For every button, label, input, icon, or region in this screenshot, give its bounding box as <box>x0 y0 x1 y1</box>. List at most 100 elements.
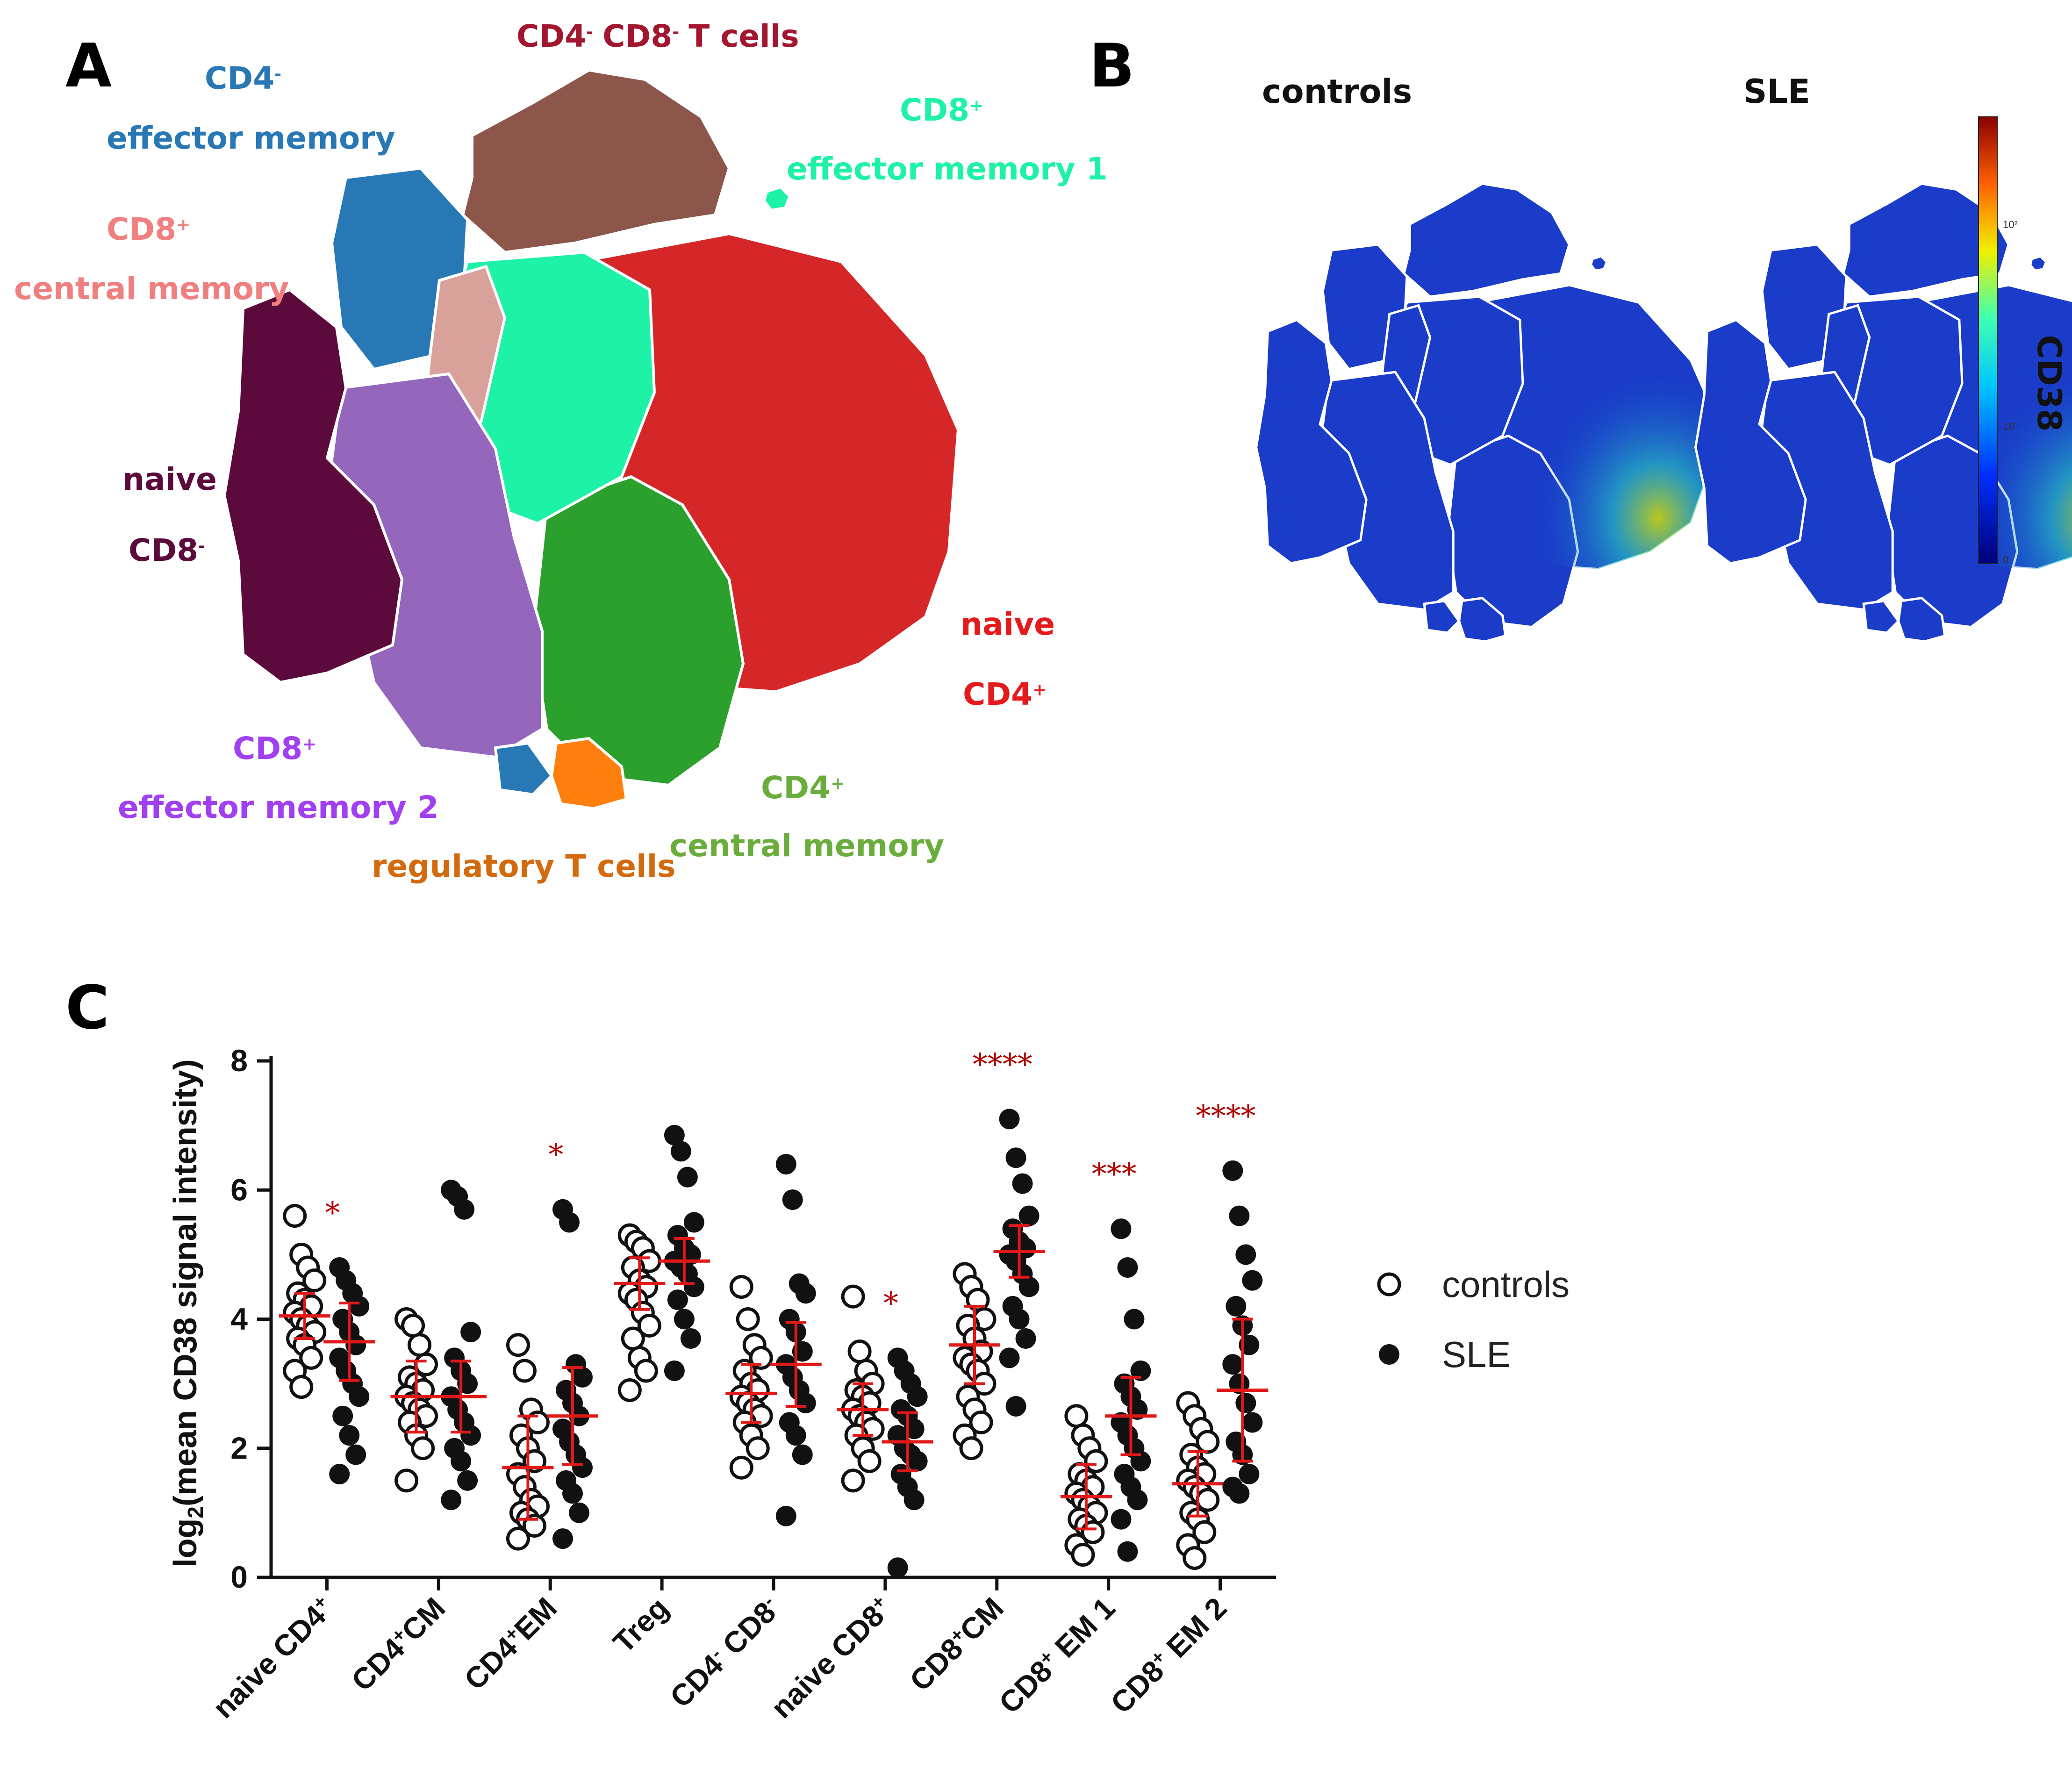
sle-point <box>569 1502 589 1523</box>
sle-point <box>552 1528 573 1549</box>
chart-marks: ************** <box>279 1047 1269 1578</box>
sle-point <box>907 1386 928 1407</box>
sle-point <box>562 1483 583 1504</box>
sle-point <box>1018 1205 1040 1226</box>
sle-point <box>999 1347 1020 1368</box>
sle-point <box>907 1451 928 1472</box>
controls-point <box>847 1339 872 1364</box>
sle-heat-em1-dot <box>2029 255 2048 272</box>
controls-point <box>401 1313 425 1338</box>
cluster-naive-cd8 <box>222 288 404 684</box>
label-cd8-em2-cd8: CD8 <box>233 730 302 766</box>
sle-point <box>339 1425 360 1446</box>
controls-heat-treg <box>1458 596 1507 643</box>
colorbar <box>1978 116 1998 564</box>
controls-point <box>617 1378 642 1402</box>
label-cd4-em-sup: - <box>274 64 281 84</box>
significance-marker: * <box>548 1138 563 1173</box>
label-cd8-em2-sup: + <box>302 735 316 754</box>
legend-marker-controls <box>1377 1272 1401 1296</box>
colorbar-tick-100: 10² <box>2003 219 2018 230</box>
colorbar-tick-10: 10¹ <box>2003 421 2018 432</box>
controls-heat-dn <box>1403 182 1570 298</box>
label-naive-cd4-sup: + <box>1032 680 1047 700</box>
controls-point <box>408 1333 432 1357</box>
controls-point <box>841 1284 865 1309</box>
cluster-cd4-effector-memory-small <box>494 741 553 796</box>
controls-point <box>283 1204 307 1228</box>
cluster-cd8-effector-memory-1-dot <box>762 185 792 212</box>
sle-point <box>683 1212 704 1233</box>
sle-point <box>795 1393 816 1414</box>
x-tick-label: naive CD4+ <box>206 1591 340 1725</box>
significance-marker: * <box>883 1286 898 1321</box>
controls-heat-hotspot <box>1470 285 1711 569</box>
controls-point <box>512 1359 537 1383</box>
sle-point <box>332 1405 353 1426</box>
x-tick-label-base: Treg <box>607 1591 675 1659</box>
sle-point <box>785 1425 806 1446</box>
sle-point <box>1117 1257 1138 1278</box>
controls-point <box>746 1436 770 1461</box>
panel-c-letter: C <box>65 973 109 1043</box>
sle-point <box>460 1322 481 1343</box>
sle-point <box>451 1451 472 1472</box>
legend-marker-sle <box>1379 1344 1399 1365</box>
controls-heat-naive-cd8 <box>1255 318 1368 565</box>
controls-point <box>729 1275 753 1299</box>
sle-point <box>1117 1541 1138 1562</box>
sle-point <box>345 1444 366 1465</box>
sle-point <box>1127 1490 1148 1511</box>
label-cd8-em1-line2: effector memory 1 <box>787 151 1108 187</box>
label-cd8-cm-sup: + <box>176 215 190 235</box>
significance-marker: *** <box>1092 1157 1137 1192</box>
legend-label-controls: controls <box>1442 1264 1570 1305</box>
sle-point <box>683 1276 704 1297</box>
controls-point <box>736 1307 760 1331</box>
sle-point <box>782 1189 803 1210</box>
controls-point <box>959 1436 983 1461</box>
controls-point <box>1064 1404 1089 1428</box>
sle-point <box>1222 1160 1243 1181</box>
colorbar-label: CD38 <box>2030 335 2068 432</box>
controls-point <box>289 1375 314 1399</box>
sle-point <box>1124 1309 1145 1330</box>
cluster-regulatory-t-cells <box>550 737 628 810</box>
cluster-labels: CD4- CD8- T cells CD4- effector memory CD8… <box>14 18 1108 884</box>
controls-point <box>1084 1449 1108 1473</box>
sle-point <box>1242 1412 1263 1433</box>
cluster-cd4-cd8-negative <box>461 68 731 254</box>
x-tick-label: CD8+CM <box>903 1591 1010 1697</box>
controls-point <box>1071 1543 1095 1567</box>
heatmap-title-controls: controls <box>1262 72 1412 111</box>
controls-point <box>1192 1520 1217 1544</box>
sle-point <box>1015 1328 1036 1349</box>
label-cd8-cm-line2: central memory <box>14 271 289 307</box>
sle-point <box>1009 1309 1030 1330</box>
label-cd8-cm-line1: CD8+ <box>107 211 190 247</box>
label-cd4-em-cd4: CD4 <box>205 60 274 96</box>
sle-point <box>559 1212 580 1233</box>
sle-point <box>1012 1173 1033 1194</box>
sle-point <box>460 1425 481 1446</box>
controls-point <box>729 1455 753 1480</box>
significance-marker: **** <box>973 1047 1032 1082</box>
controls-point <box>299 1346 323 1370</box>
sle-point <box>572 1367 593 1388</box>
controls-point <box>302 1268 327 1293</box>
cd38-heatmap-controls <box>1255 182 1713 643</box>
label-cd8-cm-cd8: CD8 <box>107 211 176 247</box>
sle-point <box>1005 1396 1026 1417</box>
y-axis-label-log: log <box>167 1518 203 1568</box>
sle-point <box>664 1124 685 1146</box>
controls-point <box>841 1468 865 1493</box>
x-tick-label: naive CD8+ <box>765 1591 898 1725</box>
x-tick-label: CD8+ EM 2 <box>1104 1591 1233 1720</box>
sle-point <box>674 1309 695 1330</box>
x-tick-label-base: naive CD8 <box>765 1599 891 1725</box>
label-cd4-cm-sup: + <box>831 774 845 793</box>
controls-point <box>506 1526 530 1551</box>
label-naive-cd8-sup: - <box>198 537 205 556</box>
panel-b: B controls SLE 10² 10¹ 0 CD38 <box>1089 31 2072 643</box>
y-tick-label: 8 <box>230 1043 248 1078</box>
